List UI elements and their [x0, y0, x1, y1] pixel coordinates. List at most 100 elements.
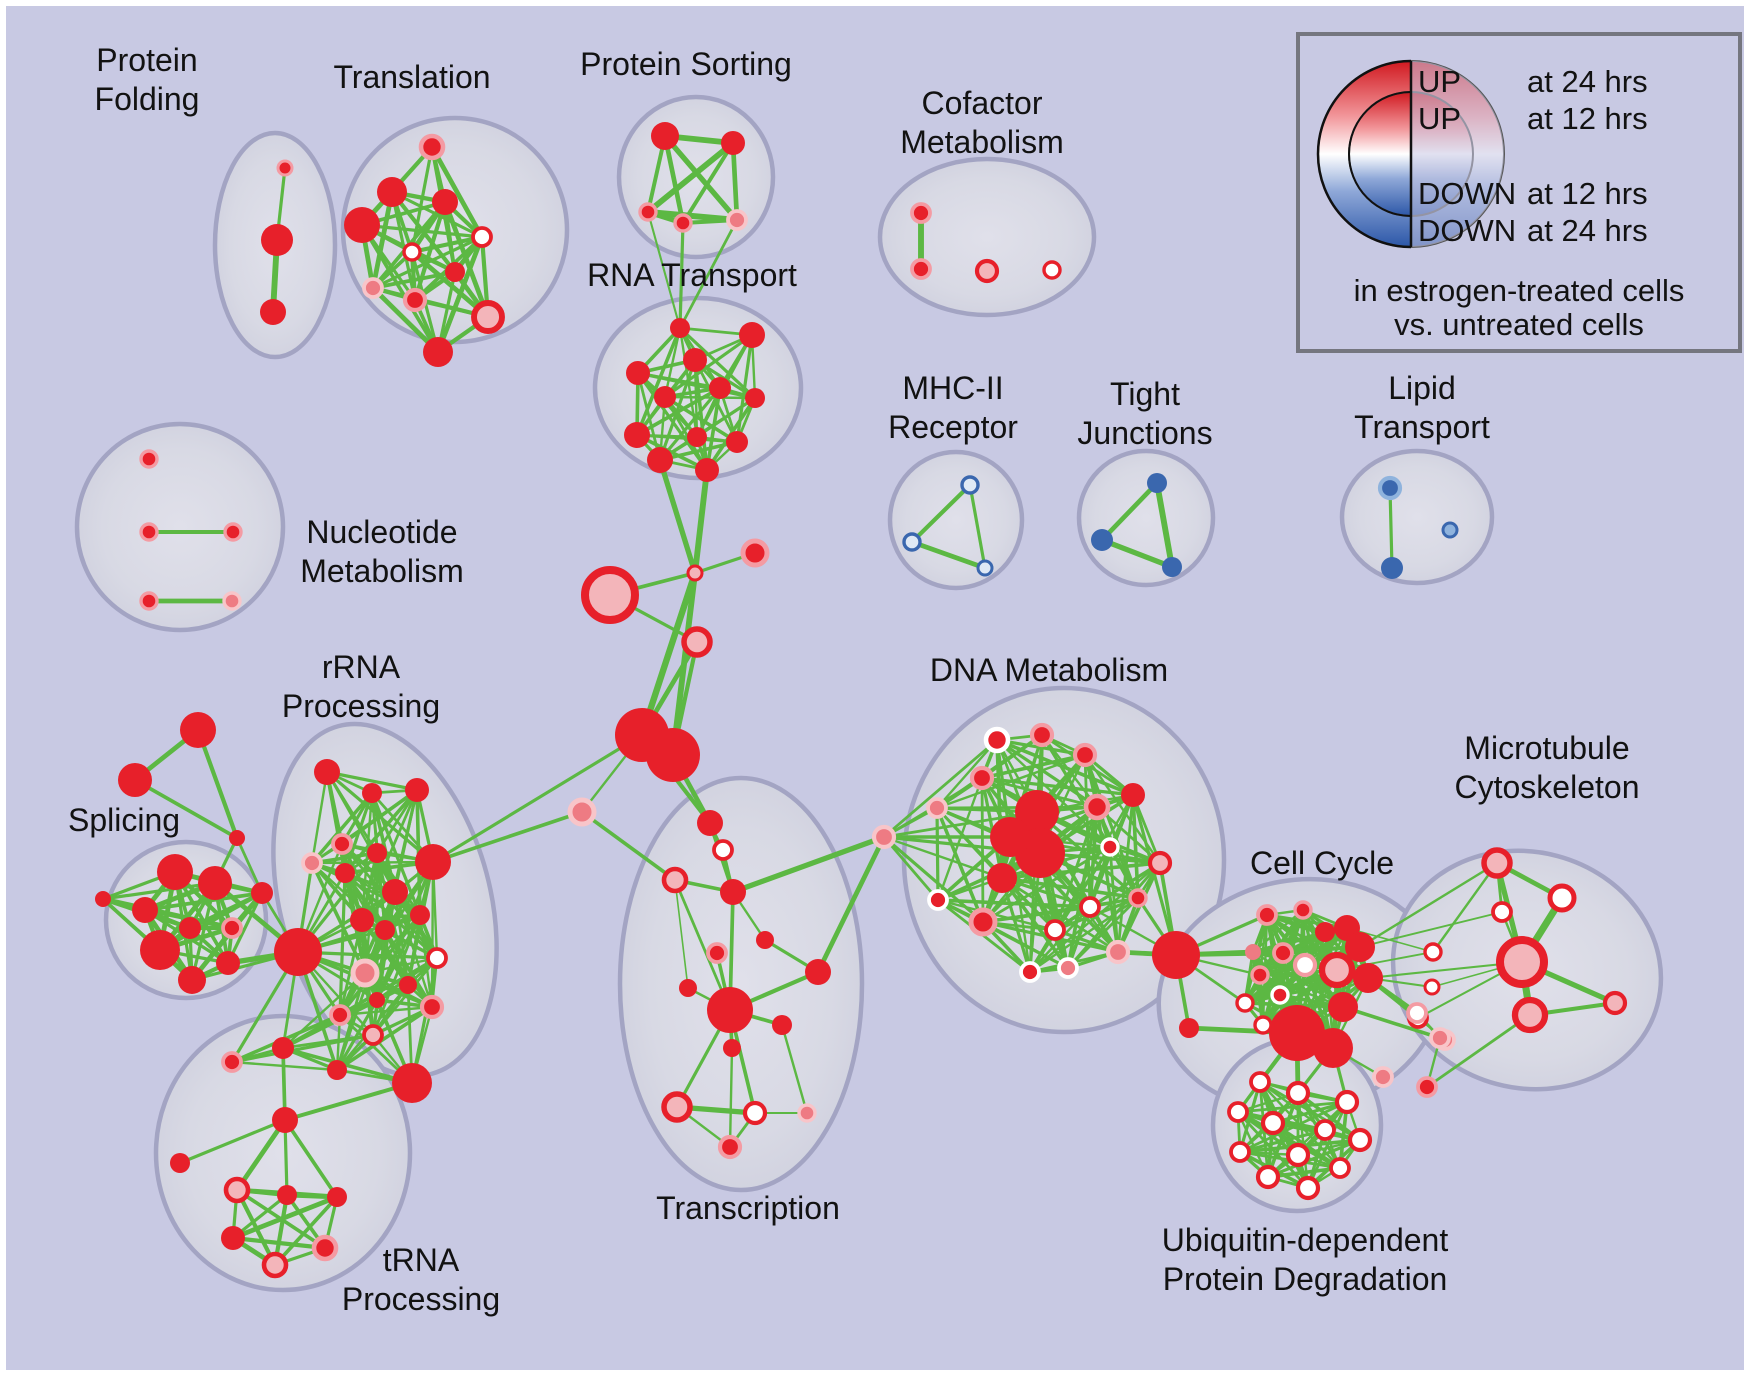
network-edge [663, 333, 754, 399]
cluster-label-trna-processing-line1: tRNA [383, 1242, 460, 1278]
network-edge [360, 223, 484, 239]
network-edge [1341, 1005, 1442, 1040]
network-edge [283, 1081, 414, 1122]
node-dm23 [1152, 931, 1200, 979]
network-edge [673, 878, 732, 1012]
network-edge [230, 1033, 375, 1064]
node-rt3 [683, 348, 707, 372]
node-ub8 [1229, 1141, 1251, 1163]
node-rr22 [221, 1051, 243, 1073]
node-ub3 [1334, 1089, 1360, 1115]
node-ub11 [1255, 1164, 1281, 1190]
node-rr12 [410, 905, 430, 925]
legend-time: at 12 hrs [1527, 176, 1648, 211]
node-cf2 [910, 258, 932, 280]
node-cc3 [1315, 922, 1335, 942]
cluster-label-lipid-transport-line2: Transport [1354, 409, 1490, 445]
network-edge [730, 834, 887, 895]
network-edge [230, 1194, 340, 1241]
network-edge [678, 221, 685, 330]
node-rt6 [709, 377, 731, 399]
node-nm4 [139, 591, 159, 611]
node-ub12 [1295, 1175, 1321, 1201]
network-edge [1000, 876, 1120, 954]
node-cc1 [1256, 904, 1278, 926]
node-mh3 [976, 559, 994, 577]
node-tj1 [1147, 473, 1167, 493]
node-cf4 [1042, 260, 1062, 280]
network-edge [646, 210, 682, 330]
cluster-ellipse-lipid-transport [1339, 448, 1495, 586]
node-dm14 [1147, 850, 1173, 876]
node-tj3 [1162, 557, 1182, 577]
node-nm2 [139, 522, 159, 542]
node-tl2 [377, 177, 407, 207]
node-rr4 [331, 833, 353, 855]
network-edge [815, 834, 887, 975]
network-edge [1131, 793, 1178, 957]
node-nm1 [139, 449, 159, 469]
node-tr13 [805, 959, 831, 985]
node-mt5 [1602, 990, 1628, 1016]
node-tg2 [118, 763, 152, 797]
node-tn2 [170, 1153, 190, 1173]
network-edge [1358, 861, 1499, 949]
network-edge [1251, 950, 1345, 1009]
node-pf1 [276, 159, 294, 177]
cluster-label-ubiquitin-degradation-line1: Ubiquitin-dependent [1162, 1222, 1449, 1258]
node-tl4 [344, 207, 380, 243]
cluster-label-cell-cycle: Cell Cycle [1250, 845, 1394, 881]
node-mt1 [1481, 847, 1513, 879]
network-edge [338, 1005, 434, 1017]
node-cc6 [1272, 942, 1294, 964]
network-edge [410, 956, 439, 1085]
node-dm5 [926, 797, 948, 819]
node-tr10 [679, 979, 697, 997]
node-ps3 [638, 202, 658, 222]
node-xb1 [1406, 1002, 1428, 1024]
node-cf3 [974, 258, 1000, 284]
network-edge [371, 270, 457, 290]
legend-time: at 24 hrs [1527, 213, 1648, 248]
cluster-label-protein-folding-line2: Folding [95, 81, 200, 117]
cluster-label-mhc-ii-receptor-line2: Receptor [888, 409, 1018, 445]
network-edge [1236, 1100, 1349, 1114]
node-rr7 [415, 844, 451, 880]
network-edge [1431, 861, 1499, 954]
network-edge [1251, 908, 1305, 954]
cluster-ellipse-mhc-ii-receptor [887, 449, 1025, 591]
network-edge [335, 1005, 434, 1072]
cluster-label-rrna-processing-line1: rRNA [322, 649, 401, 685]
cluster-label-rrna-processing-line2: Processing [282, 688, 440, 724]
network-edge [730, 140, 740, 223]
network-edge [1000, 861, 1162, 880]
node-dm9 [1015, 790, 1059, 834]
legend-caption-line2: vs. untreated cells [1394, 307, 1644, 342]
network-edge [1425, 1013, 1532, 1089]
node-rt4 [626, 361, 650, 385]
node-rr2 [362, 783, 382, 803]
node-tr18 [717, 1134, 743, 1160]
network-edge [663, 395, 757, 400]
network-edge [980, 753, 1087, 780]
cluster-label-trna-processing-line2: Processing [342, 1281, 500, 1317]
node-rr1 [314, 759, 340, 785]
node-sp7 [140, 930, 180, 970]
node-ub2 [1285, 1080, 1311, 1106]
node-dm6 [871, 824, 897, 850]
node-mh2 [902, 532, 922, 552]
node-ch2 [740, 538, 770, 568]
network-edge [663, 326, 682, 399]
node-tl1 [418, 133, 446, 161]
node-cc7 [1245, 944, 1261, 960]
cluster-ellipse-nucleotide-metabolism [74, 421, 286, 633]
node-cc17 [1313, 1028, 1353, 1068]
cluster-label-dna-metabolism: DNA Metabolism [930, 652, 1168, 688]
network-edge [195, 727, 240, 841]
cluster-label-rna-transport: RNA Transport [587, 257, 797, 293]
node-dm16 [968, 907, 998, 937]
node-rt2 [739, 322, 765, 348]
node-rr18 [329, 1004, 351, 1026]
network-edge [1066, 896, 1140, 970]
